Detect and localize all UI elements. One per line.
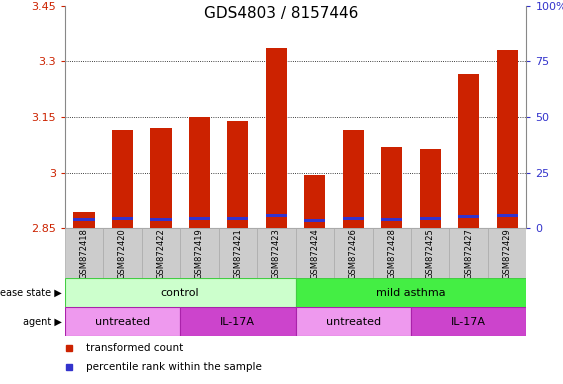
Bar (343, 130, 364, 228)
Bar (73, 218, 95, 221)
Bar (150, 218, 172, 221)
Bar (73, 212, 95, 228)
Text: IL-17A: IL-17A (220, 316, 256, 327)
Bar (334, 228, 373, 278)
Text: GSM872426: GSM872426 (349, 228, 358, 279)
Bar (103, 228, 142, 278)
Text: GSM872422: GSM872422 (157, 228, 166, 279)
Text: transformed count: transformed count (86, 343, 183, 354)
Bar (112, 130, 133, 228)
Text: GSM872427: GSM872427 (464, 228, 473, 279)
Bar (381, 147, 403, 228)
Text: mild asthma: mild asthma (376, 288, 446, 298)
Bar (411, 228, 449, 278)
Bar (458, 215, 479, 218)
Bar (65, 228, 103, 278)
Bar (497, 214, 518, 217)
Text: IL-17A: IL-17A (451, 316, 486, 327)
Text: agent ▶: agent ▶ (23, 316, 62, 327)
Bar (296, 228, 334, 278)
Bar (257, 228, 296, 278)
Bar (449, 228, 488, 278)
Bar (411, 307, 526, 336)
Bar (343, 217, 364, 220)
Bar (419, 217, 441, 220)
Text: GDS4803 / 8157446: GDS4803 / 8157446 (204, 6, 359, 21)
Text: GSM872423: GSM872423 (272, 228, 281, 279)
Bar (488, 228, 526, 278)
Text: disease state ▶: disease state ▶ (0, 288, 62, 298)
Bar (373, 228, 411, 278)
Bar (180, 307, 296, 336)
Text: GSM872421: GSM872421 (234, 228, 242, 279)
Bar (65, 278, 296, 307)
Text: GSM872425: GSM872425 (426, 228, 435, 279)
Bar (112, 217, 133, 220)
Bar (227, 217, 248, 220)
Bar (296, 307, 411, 336)
Bar (304, 219, 325, 222)
Text: GSM872419: GSM872419 (195, 228, 204, 279)
Bar (266, 214, 287, 217)
Bar (189, 217, 210, 220)
Text: untreated: untreated (326, 316, 381, 327)
Bar (218, 228, 257, 278)
Bar (150, 128, 172, 228)
Text: percentile rank within the sample: percentile rank within the sample (86, 362, 261, 372)
Bar (180, 228, 218, 278)
Bar (419, 149, 441, 228)
Bar (227, 121, 248, 228)
Text: control: control (161, 288, 199, 298)
Bar (296, 278, 526, 307)
Text: GSM872420: GSM872420 (118, 228, 127, 279)
Bar (304, 175, 325, 228)
Bar (65, 307, 180, 336)
Bar (266, 48, 287, 228)
Bar (497, 50, 518, 228)
Bar (189, 117, 210, 228)
Bar (458, 74, 479, 228)
Text: untreated: untreated (95, 316, 150, 327)
Bar (381, 218, 403, 221)
Text: GSM872428: GSM872428 (387, 228, 396, 279)
Text: GSM872418: GSM872418 (79, 228, 88, 279)
Bar (142, 228, 180, 278)
Text: GSM872424: GSM872424 (310, 228, 319, 279)
Text: GSM872429: GSM872429 (503, 228, 512, 279)
